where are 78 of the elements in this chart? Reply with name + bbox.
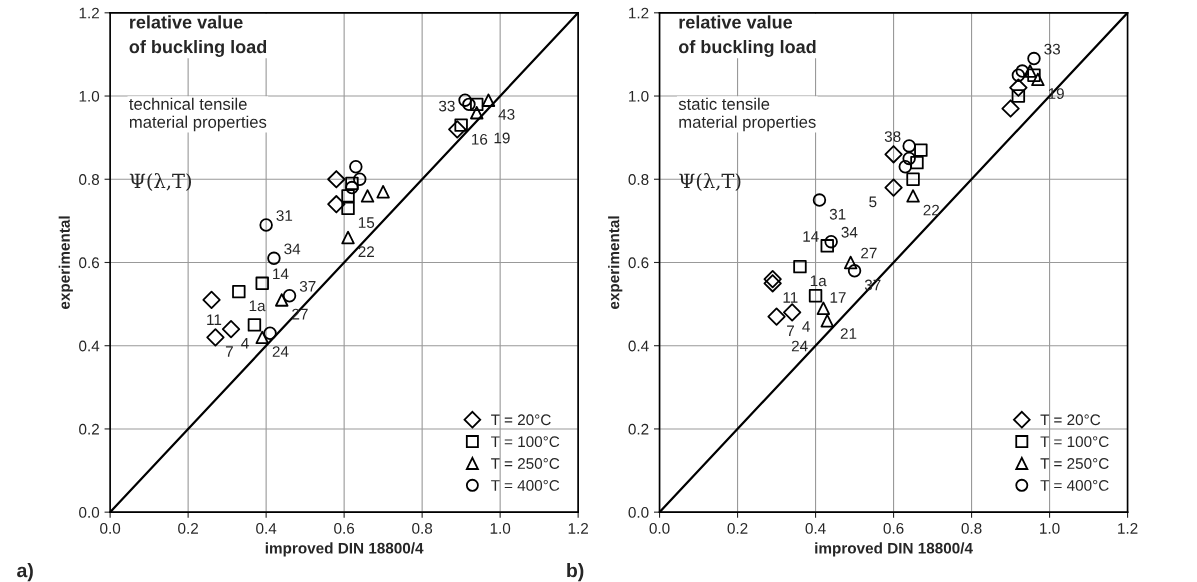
x-tick-label: 0.2 (727, 522, 748, 534)
annotation: 7 (787, 325, 795, 337)
y-tick-label: 0.6 (628, 257, 649, 269)
y-tick-label: 0.0 (628, 507, 649, 518)
text: a) (17, 563, 33, 582)
annotation: 7 (225, 346, 233, 357)
annotation: technical tensile material properties (129, 97, 267, 132)
annotation: Ψ(λ,T) (679, 173, 741, 191)
x-tick-label: 1.0 (490, 522, 511, 534)
annotation: 1a (810, 275, 827, 287)
legend-label: T = 20°C (1040, 414, 1101, 426)
legend-label: T = 100°C (491, 436, 560, 448)
annotation: 14 (803, 231, 819, 242)
annotation: 37 (299, 280, 316, 292)
annotation: 15 (358, 217, 375, 228)
annotation: Ψ(λ,T) (129, 173, 192, 191)
y-tick-label: 1.0 (629, 90, 649, 102)
y-axis-title: experimental (58, 216, 73, 310)
annotation: 4 (802, 321, 810, 332)
annotation: 5 (869, 196, 877, 208)
annotation: 17 (830, 292, 846, 303)
x-tick-label: 1.2 (568, 522, 588, 534)
annotation: 22 (923, 204, 940, 216)
annotation: 38 (884, 131, 901, 142)
legend-label: T = 400°C (491, 479, 560, 491)
y-tick-label: 0.2 (628, 423, 649, 435)
annotation: 11 (207, 314, 222, 325)
x-tick-label: 0.6 (883, 522, 904, 534)
x-tick-label: 0.8 (961, 522, 982, 534)
legend-label: T = 400°C (1040, 479, 1109, 491)
y-tick-label: 0.2 (79, 423, 99, 435)
annotation: 19 (494, 132, 510, 144)
annotation: 31 (829, 208, 846, 220)
x-tick-label: 1.2 (1118, 522, 1138, 534)
annotation: relative value of buckling load (678, 15, 816, 57)
annotation: 34 (841, 226, 858, 238)
y-tick-label: 0.8 (79, 174, 100, 185)
annotation: static tensile material properties (678, 97, 816, 132)
annotation: 27 (861, 247, 877, 259)
annotation: 43 (498, 108, 515, 120)
y-tick-label: 0.8 (628, 174, 649, 185)
annotation: 11 (783, 292, 798, 303)
annotation: 14 (273, 268, 289, 280)
text: b) (567, 563, 584, 582)
legend-label: T = 100°C (1040, 436, 1109, 448)
y-tick-label: 0.6 (79, 257, 100, 269)
annotation: 24 (791, 340, 808, 352)
y-tick-label: 1.2 (629, 7, 649, 19)
annotation: 16 (472, 133, 488, 145)
annotation: relative value of buckling load (129, 15, 267, 57)
annotation: 21 (840, 328, 857, 339)
x-tick-label: 0.8 (412, 522, 433, 534)
x-tick-label: 0.4 (256, 522, 277, 534)
y-tick-label: 1.2 (79, 7, 99, 19)
annotation: 1a (249, 300, 266, 312)
x-axis-title: improved DIN 18800/4 (815, 542, 973, 557)
y-tick-label: 0.4 (79, 340, 100, 352)
legend-label: T = 250°C (491, 458, 560, 469)
y-tick-label: 0.4 (628, 340, 649, 352)
y-tick-label: 0.0 (79, 507, 100, 518)
x-tick-label: 0.0 (649, 522, 670, 534)
x-tick-label: 1.0 (1040, 522, 1060, 534)
x-axis-title: improved DIN 18800/4 (265, 542, 424, 557)
annotation: 31 (276, 210, 293, 222)
x-tick-label: 0.2 (178, 522, 198, 534)
annotation: 22 (358, 246, 374, 257)
x-tick-label: 0.0 (100, 522, 121, 534)
x-tick-label: 0.6 (334, 522, 355, 534)
annotation: 24 (272, 346, 289, 357)
annotation: 34 (284, 243, 301, 255)
annotation: 33 (1044, 43, 1061, 55)
legend-label: T = 20°C (491, 414, 551, 426)
y-axis-title: experimental (608, 216, 623, 310)
x-tick-label: 0.4 (805, 522, 826, 534)
annotation: 4 (241, 338, 249, 349)
y-tick-label: 1.0 (79, 90, 100, 102)
legend-label: T = 250°C (1040, 458, 1109, 469)
annotation: 33 (438, 100, 455, 112)
